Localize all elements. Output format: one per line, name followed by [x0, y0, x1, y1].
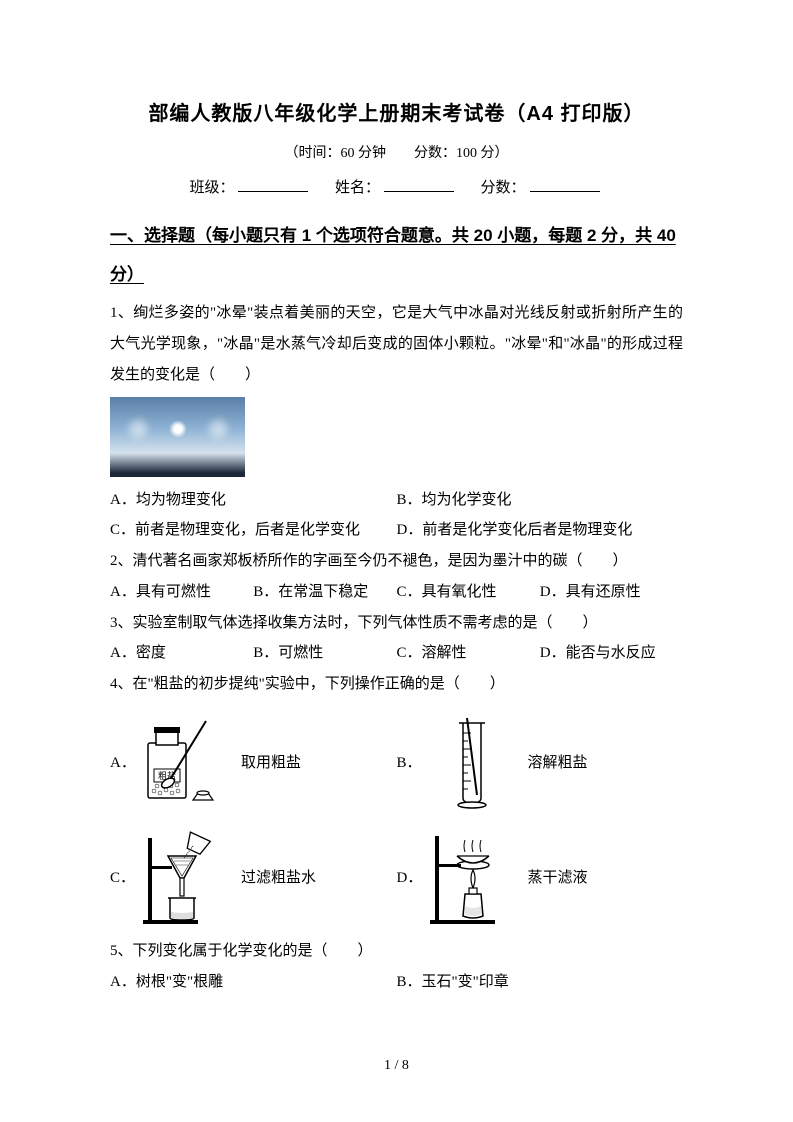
q4-opt-a-text: 取用粗盐	[241, 749, 301, 778]
q5-options-row1: A．树根"变"根雕 B．玉石"变"印章	[110, 967, 683, 998]
name-label: 姓名：	[335, 180, 380, 196]
q3-opt-b[interactable]: B．可燃性	[253, 638, 396, 669]
q4-opt-d-text: 蒸干滤液	[528, 864, 588, 893]
q4-opt-a-diagram: 粗盐	[138, 713, 233, 813]
q1-options-row1: A．均为物理变化 B．均为化学变化	[110, 485, 683, 516]
page-title: 部编人教版八年级化学上册期末考试卷（A4 打印版）	[110, 95, 683, 133]
q2-opt-b[interactable]: B．在常温下稳定	[253, 577, 396, 608]
page-number: 1 / 8	[0, 1053, 793, 1080]
q1-text: 1、绚烂多姿的"冰晕"装点着美丽的天空，它是大气中冰晶对光线反射或折射所产生的大…	[110, 298, 683, 390]
q3-options: A．密度 B．可燃性 C．溶解性 D．能否与水反应	[110, 638, 683, 669]
q4-options-grid: A． 粗盐 取用粗盐 B．	[110, 706, 683, 936]
q1-opt-b[interactable]: B．均为化学变化	[397, 485, 684, 516]
q1-opt-a[interactable]: A．均为物理变化	[110, 485, 397, 516]
q4-opt-c-label: C．	[110, 864, 138, 893]
q2-opt-d[interactable]: D．具有还原性	[540, 577, 683, 608]
q1-opt-c[interactable]: C．前者是物理变化，后者是化学变化	[110, 515, 397, 546]
q2-options: A．具有可燃性 B．在常温下稳定 C．具有氧化性 D．具有还原性	[110, 577, 683, 608]
q3-opt-a[interactable]: A．密度	[110, 638, 253, 669]
q3-opt-d[interactable]: D．能否与水反应	[540, 638, 683, 669]
q4-opt-b-diagram	[425, 713, 520, 813]
name-blank[interactable]	[384, 175, 454, 192]
time-score-line: （时间：60 分钟 分数：100 分）	[110, 141, 683, 168]
q4-text: 4、在"粗盐的初步提纯"实验中，下列操作正确的是（ ）	[110, 669, 683, 700]
q4-opt-a[interactable]: A． 粗盐 取用粗盐	[110, 706, 397, 821]
class-blank[interactable]	[238, 175, 308, 192]
q4-opt-d-diagram	[425, 828, 520, 928]
q5-text: 5、下列变化属于化学变化的是（ ）	[110, 936, 683, 967]
q5-opt-a[interactable]: A．树根"变"根雕	[110, 967, 397, 998]
q1-options-row2: C．前者是物理变化，后者是化学变化 D．前者是化学变化后者是物理变化	[110, 515, 683, 546]
q3-opt-c[interactable]: C．溶解性	[397, 638, 540, 669]
q4-opt-b-label: B．	[397, 749, 425, 778]
class-label: 班级：	[189, 180, 234, 196]
q4-opt-c[interactable]: C． 过滤粗盐水	[110, 821, 397, 936]
score-label: 分数：	[481, 180, 526, 196]
q4-opt-b-text: 溶解粗盐	[528, 749, 588, 778]
q4-opt-d[interactable]: D． 蒸干滤液	[397, 821, 684, 936]
q1-opt-d[interactable]: D．前者是化学变化后者是物理变化	[397, 515, 684, 546]
section-1-header: 一、选择题（每小题只有 1 个选项符合题意。共 20 小题，每题 2 分，共 4…	[110, 216, 683, 294]
q4-opt-c-diagram	[138, 828, 233, 928]
score-blank[interactable]	[530, 175, 600, 192]
q4-opt-d-label: D．	[397, 864, 425, 893]
q2-opt-a[interactable]: A．具有可燃性	[110, 577, 253, 608]
q4-opt-c-text: 过滤粗盐水	[241, 864, 316, 893]
q1-image	[110, 397, 245, 477]
q3-text: 3、实验室制取气体选择收集方法时，下列气体性质不需考虑的是（ ）	[110, 608, 683, 639]
info-line: 班级： 姓名： 分数：	[110, 174, 683, 203]
q4-opt-b[interactable]: B． 溶解粗盐	[397, 706, 684, 821]
q2-text: 2、清代著名画家郑板桥所作的字画至今仍不褪色，是因为墨汁中的碳（ ）	[110, 546, 683, 577]
q2-opt-c[interactable]: C．具有氧化性	[397, 577, 540, 608]
q5-opt-b[interactable]: B．玉石"变"印章	[397, 967, 684, 998]
q4-opt-a-label: A．	[110, 749, 138, 778]
